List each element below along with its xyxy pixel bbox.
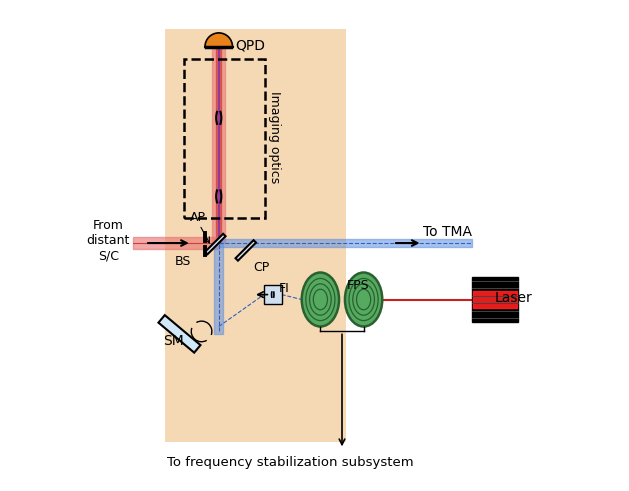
Text: FI: FI: [279, 282, 290, 295]
Text: FPS: FPS: [347, 279, 369, 292]
Wedge shape: [205, 33, 233, 47]
Text: SM: SM: [163, 334, 184, 348]
Bar: [264, 285, 282, 304]
Text: Imaging optics: Imaging optics: [268, 91, 281, 184]
Bar: [184, 59, 265, 218]
Text: From
distant
S/C: From distant S/C: [87, 219, 130, 262]
Ellipse shape: [302, 273, 339, 327]
Text: CP: CP: [253, 261, 269, 274]
Text: To TMA: To TMA: [423, 225, 472, 239]
Polygon shape: [159, 315, 201, 353]
Polygon shape: [205, 234, 226, 254]
Ellipse shape: [345, 273, 382, 327]
Text: Laser: Laser: [494, 291, 532, 305]
Polygon shape: [235, 240, 256, 261]
Bar: [165, 29, 347, 442]
Text: BS: BS: [174, 255, 191, 268]
Text: AP: AP: [190, 211, 206, 224]
Text: QPD: QPD: [235, 38, 265, 52]
Bar: [472, 277, 518, 322]
Text: To frequency stabilization subsystem: To frequency stabilization subsystem: [167, 456, 413, 469]
